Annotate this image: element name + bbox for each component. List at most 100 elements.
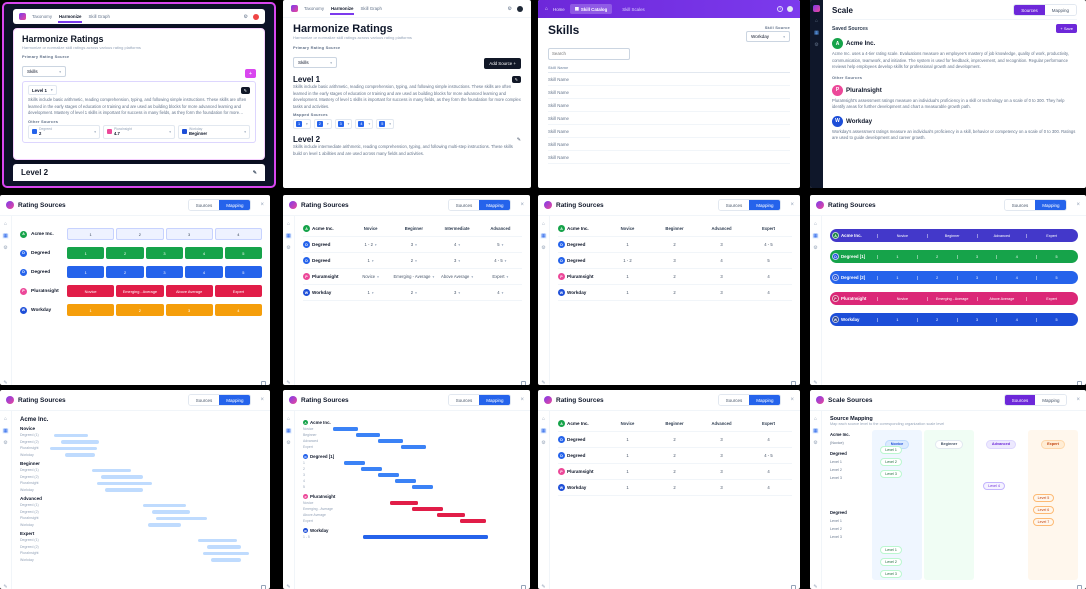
- source-select[interactable]: PluraInsight 4.7: [103, 124, 175, 139]
- scale-segment[interactable]: 1: [877, 317, 917, 322]
- mapping-toggle[interactable]: Mapping: [1044, 5, 1076, 15]
- gear-icon[interactable]: ⚙: [3, 440, 8, 446]
- home-icon[interactable]: ⌂: [286, 221, 291, 227]
- edit-icon[interactable]: ✎: [813, 380, 818, 385]
- mapping-cell-select[interactable]: 4: [479, 290, 522, 295]
- sources-toggle[interactable]: Sources: [448, 200, 480, 210]
- avatar[interactable]: [517, 5, 523, 12]
- scale-segment[interactable]: 4: [996, 317, 1036, 322]
- scale-segment[interactable]: Expert: [1026, 233, 1076, 238]
- mapping-toggle[interactable]: Mapping: [1035, 395, 1067, 405]
- edit-icon[interactable]: ✎: [813, 584, 818, 589]
- help-icon[interactable]: ?: [777, 6, 783, 12]
- edit-icon[interactable]: ✎: [516, 136, 521, 143]
- range-bar[interactable]: [211, 558, 241, 562]
- edit-icon[interactable]: ✎: [3, 380, 8, 385]
- home-icon[interactable]: ⌂: [541, 416, 546, 422]
- range-bar[interactable]: [198, 538, 237, 542]
- scale-segment[interactable]: 3: [956, 275, 997, 280]
- mapping-cell-select[interactable]: Emerging - Average: [392, 274, 435, 279]
- scale-segment[interactable]: 2: [916, 317, 957, 322]
- mapping-cell-select[interactable]: Above Average: [436, 274, 479, 279]
- skill-row[interactable]: Skill Name: [548, 151, 790, 164]
- grid-icon[interactable]: ▦: [812, 428, 819, 434]
- mapping-cell-select[interactable]: 1: [349, 290, 392, 295]
- source-select[interactable]: Degreed 2: [28, 124, 100, 139]
- grid-icon[interactable]: ▦: [285, 428, 292, 434]
- mapping-cell[interactable]: 4: [767, 290, 770, 295]
- save-button[interactable]: + Save: [1056, 24, 1077, 33]
- scale-segment[interactable]: Advanced: [976, 233, 1027, 238]
- home-icon[interactable]: ⌂: [545, 6, 549, 12]
- range-bar[interactable]: [156, 516, 207, 520]
- expand-icon[interactable]: [261, 381, 266, 385]
- rating-pill[interactable]: 5: [224, 266, 263, 278]
- range-bar[interactable]: [60, 440, 99, 444]
- rating-pill[interactable]: 2: [106, 266, 144, 278]
- gear-icon[interactable]: ⚙: [243, 13, 248, 20]
- scale-segment[interactable]: Novice: [877, 233, 927, 238]
- close-icon[interactable]: ×: [260, 202, 264, 208]
- primary-source-select[interactable]: Skills: [293, 57, 337, 68]
- skill-row[interactable]: Skill Name: [548, 86, 790, 99]
- range-bar[interactable]: [378, 439, 403, 443]
- edit-icon[interactable]: ✎: [240, 86, 250, 94]
- rating-pill[interactable]: 4: [214, 304, 262, 316]
- level-pill[interactable]: Level 1: [880, 446, 902, 454]
- range-bar[interactable]: [50, 446, 97, 450]
- mapping-cell[interactable]: 3: [720, 437, 723, 442]
- rating-pill[interactable]: 3: [145, 247, 184, 259]
- close-icon[interactable]: ×: [520, 202, 524, 208]
- skill-source-select[interactable]: Workday: [746, 31, 790, 42]
- range-bar[interactable]: [378, 473, 400, 477]
- gear-icon[interactable]: ⚙: [3, 245, 8, 251]
- mapping-cell[interactable]: 2: [673, 437, 676, 442]
- edit-icon[interactable]: ✎: [286, 380, 291, 385]
- gear-icon[interactable]: ⚙: [814, 42, 819, 48]
- scale-segment[interactable]: Emerging - Average: [926, 296, 977, 301]
- tab-taxonomy[interactable]: Taxonomy: [304, 6, 325, 11]
- tab-skill-catalog[interactable]: ▦ Skill Catalog: [569, 4, 613, 14]
- close-icon[interactable]: ×: [790, 202, 794, 208]
- mapping-cell[interactable]: 3: [720, 274, 723, 279]
- nav-home[interactable]: Home: [553, 6, 565, 12]
- mapping-cell[interactable]: 4 - 5: [764, 242, 773, 247]
- gear-icon[interactable]: ⚙: [813, 245, 818, 251]
- home-icon[interactable]: ⌂: [541, 221, 546, 227]
- grid-icon[interactable]: ▦: [2, 233, 9, 239]
- range-bar[interactable]: [395, 479, 417, 483]
- level-pill[interactable]: Level 6: [1032, 506, 1055, 514]
- range-bar[interactable]: [333, 427, 358, 431]
- source-scale-bar[interactable]: P PluraInsight Novice Emerging - Average A…: [830, 292, 1078, 305]
- home-icon[interactable]: ⌂: [3, 221, 8, 227]
- scale-column-header[interactable]: Advanced: [985, 439, 1017, 449]
- mapping-cell[interactable]: 1: [626, 437, 629, 442]
- rating-pill[interactable]: 2: [116, 228, 164, 240]
- mapping-cell[interactable]: 4: [720, 258, 723, 263]
- sources-toggle[interactable]: Sources: [718, 395, 750, 405]
- level-pill[interactable]: Level 2: [880, 558, 902, 566]
- skill-row[interactable]: Skill Name: [548, 112, 790, 125]
- level-select[interactable]: Level 1: [28, 85, 57, 95]
- source-scale-bar[interactable]: A Acme Inc. Novice Beginner Advanced Expert: [830, 229, 1078, 242]
- mapping-toggle[interactable]: Mapping: [219, 395, 251, 405]
- mapping-cell[interactable]: 4: [767, 274, 770, 279]
- close-icon[interactable]: ×: [790, 397, 794, 403]
- scale-segment[interactable]: 4: [996, 254, 1036, 259]
- mapping-cell[interactable]: 2: [673, 453, 676, 458]
- scale-segment[interactable]: 3: [956, 254, 997, 259]
- sources-toggle[interactable]: Sources: [188, 200, 220, 210]
- mapping-toggle[interactable]: Mapping: [479, 395, 511, 405]
- scale-segment[interactable]: 1: [877, 275, 917, 280]
- mapping-cell[interactable]: 4: [767, 437, 770, 442]
- skill-row[interactable]: Skill Name: [548, 125, 790, 138]
- close-icon[interactable]: ×: [1076, 202, 1080, 208]
- scale-segment[interactable]: Above Average: [976, 296, 1027, 301]
- rating-pill[interactable]: Above Average: [165, 285, 213, 297]
- gear-icon[interactable]: ⚙: [286, 245, 291, 251]
- sources-toggle[interactable]: Sources: [718, 200, 750, 210]
- rating-pill[interactable]: 4: [185, 247, 223, 259]
- mapping-cell-select[interactable]: 3: [436, 258, 479, 263]
